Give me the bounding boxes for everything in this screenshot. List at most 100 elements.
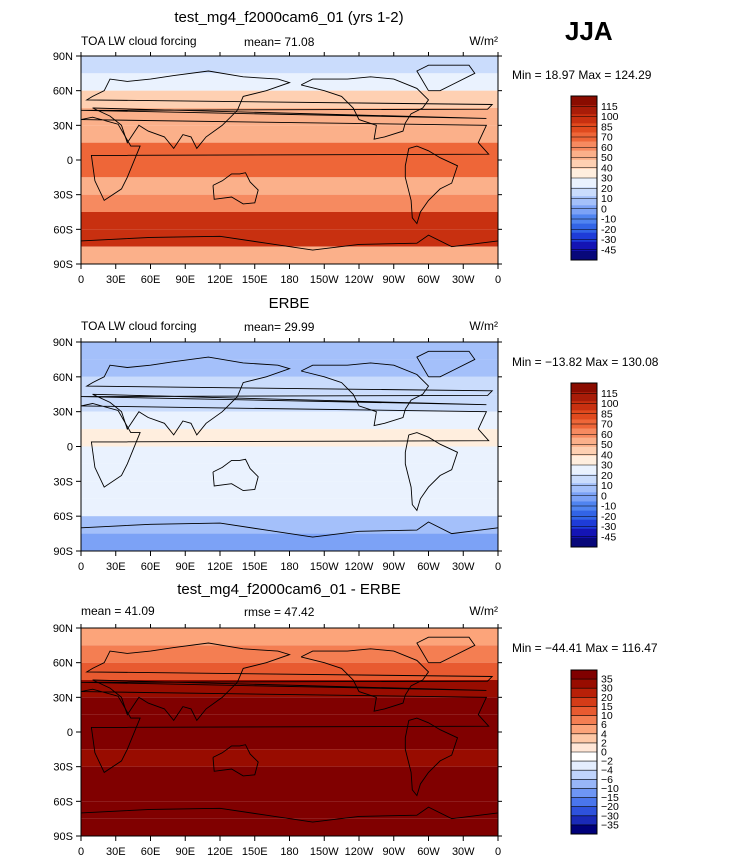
y-tick-label: 60S	[53, 224, 73, 236]
y-tick-label: 60N	[53, 86, 73, 98]
coastline-1	[80, 116, 490, 202]
coastline-6	[416, 636, 476, 664]
colorbar-label: 30	[601, 460, 613, 472]
panel-1-units: W/m²	[469, 34, 498, 48]
colorbar-swatch	[571, 715, 597, 725]
colorbar-swatch	[571, 688, 597, 698]
panel-2-center-label: mean= 29.99	[244, 320, 315, 334]
x-tick-label: 90E	[175, 274, 195, 286]
zonal-band	[81, 125, 498, 143]
colorbar-label: 0	[601, 490, 607, 502]
x-tick-label: 60E	[141, 561, 161, 573]
coastline-6	[416, 64, 476, 92]
x-tick-label: 30E	[106, 561, 126, 573]
zonal-band	[81, 411, 498, 430]
y-tick-label: 30N	[53, 692, 73, 704]
colorbar-label: 20	[601, 692, 613, 704]
colorbar-swatch	[571, 510, 597, 520]
colorbar-swatch	[571, 410, 597, 420]
x-tick-label: 120W	[345, 561, 374, 573]
y-tick-label: 60N	[53, 372, 73, 384]
x-tick-label: 0	[495, 561, 501, 573]
x-tick-label: 30W	[452, 274, 475, 286]
colorbar-swatch	[571, 196, 597, 206]
colorbar-label: 60	[601, 429, 613, 441]
colorbar-label: -10	[601, 501, 616, 513]
colorbar-label: 6	[601, 719, 607, 731]
colorbar-swatch	[571, 168, 597, 179]
colorbar-swatch	[571, 761, 597, 771]
colorbar-swatch	[571, 474, 597, 484]
colorbar-swatch	[571, 437, 597, 448]
zonal-band	[81, 160, 498, 178]
colorbar-swatch	[571, 492, 597, 502]
zonal-band	[81, 177, 498, 195]
colorbar-label: -45	[601, 531, 616, 543]
zonal-band	[81, 342, 498, 360]
coastline-3	[212, 744, 259, 777]
colorbar-label: 85	[601, 408, 613, 420]
colorbar-label: -30	[601, 521, 616, 533]
x-tick-label: 0	[495, 274, 501, 286]
colorbar-label: -10	[601, 214, 616, 226]
panel-3-title: test_mg4_f2000cam6_01 - ERBE	[177, 581, 400, 598]
zonal-band	[81, 714, 498, 732]
zonal-band	[81, 376, 498, 395]
colorbar-swatch	[571, 159, 597, 170]
zonal-band	[81, 359, 498, 377]
zonal-band	[81, 766, 498, 784]
colorbar-swatch	[571, 752, 597, 762]
x-tick-label: 30E	[106, 846, 126, 858]
colorbar-label: 50	[601, 439, 613, 451]
colorbar-swatch	[571, 187, 597, 197]
colorbar-label: 30	[601, 173, 613, 185]
colorbar-label: 70	[601, 132, 613, 144]
colorbar-swatch	[571, 114, 597, 124]
x-tick-label: 150E	[242, 846, 268, 858]
colorbar-swatch	[571, 770, 597, 780]
colorbar-swatch	[571, 733, 597, 744]
colorbar-swatch	[571, 465, 597, 475]
coastline-3	[212, 172, 259, 205]
zonal-band	[81, 446, 498, 464]
colorbar-label: -30	[601, 234, 616, 246]
panel-2-title: ERBE	[269, 295, 310, 312]
zonal-band	[81, 246, 498, 264]
colorbar-label: 115	[601, 101, 618, 113]
colorbar-swatch	[571, 679, 597, 689]
colorbar-swatch	[571, 788, 597, 798]
x-tick-label: 120E	[207, 274, 233, 286]
x-tick-label: 90E	[175, 846, 195, 858]
x-tick-label: 0	[78, 846, 84, 858]
colorbar-label: −2	[601, 756, 613, 768]
zonal-band	[81, 749, 498, 767]
colorbar-swatch	[571, 392, 597, 402]
y-tick-label: 60S	[53, 511, 73, 523]
x-tick-label: 60E	[141, 846, 161, 858]
coastline-4	[300, 648, 430, 712]
x-tick-label: 120W	[345, 846, 374, 858]
colorbar-label: 10	[601, 480, 613, 492]
zonal-band	[81, 56, 498, 74]
colorbar-label: 50	[601, 152, 613, 164]
zonal-band	[81, 429, 498, 447]
y-tick-label: 0	[67, 155, 73, 167]
zonal-band	[81, 90, 498, 108]
zonal-band	[81, 645, 498, 663]
colorbar-label: −35	[601, 819, 619, 831]
colorbar-swatch	[571, 483, 597, 493]
zonal-band	[81, 229, 498, 247]
coastline-5	[404, 432, 459, 512]
coastline-2	[80, 356, 494, 436]
zonal-band	[81, 212, 498, 230]
x-tick-label: 30W	[452, 846, 475, 858]
colorbar-swatch	[571, 96, 597, 106]
x-tick-label: 150E	[242, 274, 268, 286]
coastline-5	[404, 717, 459, 797]
panel-3-left-label: mean = 41.09	[81, 604, 155, 618]
y-tick-label: 90N	[53, 337, 73, 349]
x-tick-label: 120W	[345, 274, 374, 286]
zonal-band	[81, 194, 498, 212]
